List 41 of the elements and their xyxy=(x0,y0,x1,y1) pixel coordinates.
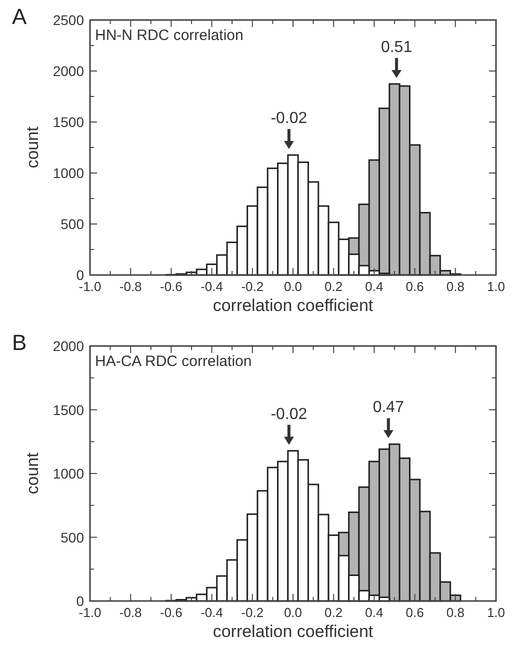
annotation: -0.02 xyxy=(270,406,308,423)
y-tick-label: 1500 xyxy=(52,402,84,418)
y-tick-label: 1000 xyxy=(52,466,84,482)
y-tick-label: 2500 xyxy=(52,12,84,28)
x-tick-label: -0.8 xyxy=(119,279,142,294)
x-tick-label: 0.4 xyxy=(365,605,384,620)
chart-title: A xyxy=(12,4,27,29)
x-tick-label: -0.2 xyxy=(241,605,264,620)
x-tick-label: -0.4 xyxy=(200,605,224,620)
annotation: 0.47 xyxy=(372,399,404,416)
x-tick-label: -0.2 xyxy=(241,279,264,294)
x-tick-label: 0.2 xyxy=(324,279,343,294)
x-axis-title: correlation coefficient xyxy=(212,296,374,315)
y-tick-label: 1000 xyxy=(52,165,84,181)
annotation: 0.51 xyxy=(380,38,412,56)
y-tick-label: 2000 xyxy=(52,63,84,79)
x-tick-label: 0.8 xyxy=(446,279,464,294)
y-tick-label: 500 xyxy=(60,216,84,232)
x-tick-label: 1.0 xyxy=(486,605,506,620)
x-tick-label: 1.0 xyxy=(486,279,506,294)
text: HA-CA RDC correlation xyxy=(95,353,252,370)
x-tick-label: 0.2 xyxy=(324,605,343,620)
x-tick-label: 0.6 xyxy=(406,605,424,620)
x-axis-title: correlation coefficient xyxy=(212,622,374,641)
x-tick-label: 0.6 xyxy=(406,279,424,294)
y-tick-label: 1500 xyxy=(52,114,84,130)
x-tick-label: -0.8 xyxy=(119,605,142,620)
x-tick-label: 0.0 xyxy=(284,279,302,294)
text: HN-N RDC correlation xyxy=(95,27,244,44)
x-tick-label: -0.6 xyxy=(160,279,182,294)
annotation: -0.02 xyxy=(270,110,308,128)
y-axis-title: count xyxy=(23,126,42,168)
y-tick-label: 2000 xyxy=(52,338,84,354)
chart-title: B xyxy=(12,330,27,355)
x-tick-label: 0.4 xyxy=(365,279,384,294)
x-tick-label: 0.8 xyxy=(446,605,464,620)
x-tick-label: 0.0 xyxy=(284,605,302,620)
x-tick-label: -0.6 xyxy=(160,605,182,620)
x-tick-label: -0.4 xyxy=(200,279,224,294)
y-tick-label: 500 xyxy=(60,529,84,546)
y-axis-title: count xyxy=(23,452,42,494)
